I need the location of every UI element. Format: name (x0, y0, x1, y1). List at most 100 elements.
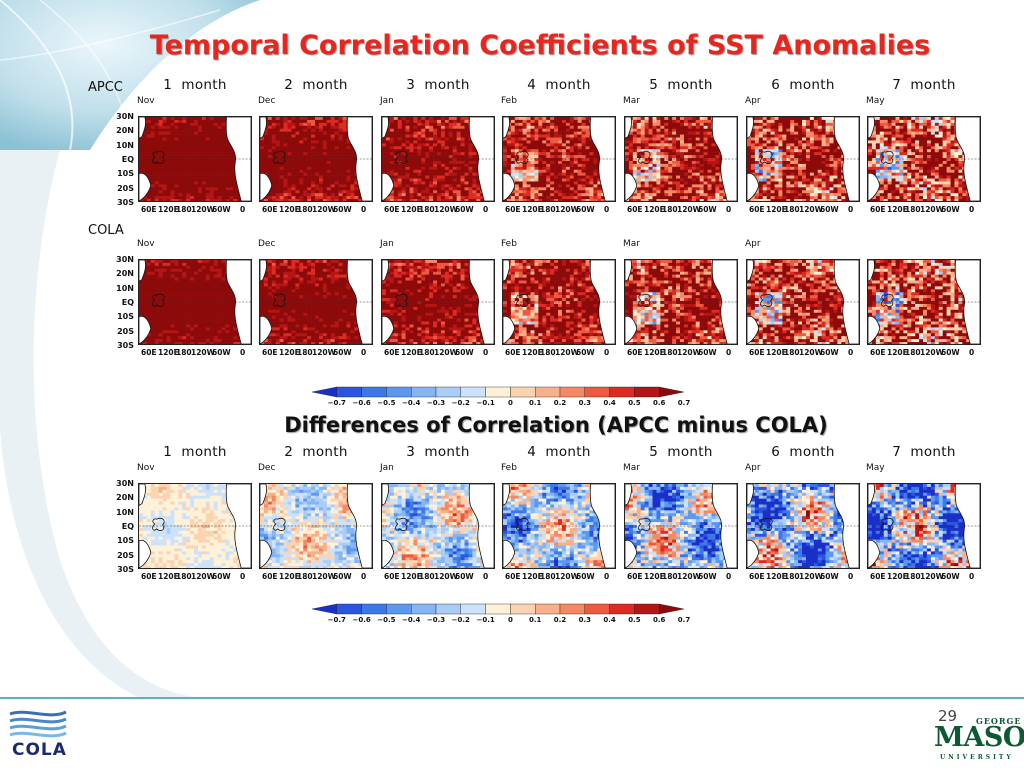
maritime-continent-outline (881, 517, 894, 531)
colorbar-tick-label: −0.2 (451, 399, 470, 407)
americas-landmass (954, 484, 980, 568)
panel-month-label: Feb (501, 239, 517, 249)
footer-divider (0, 697, 1024, 699)
americas-landmass (346, 484, 372, 568)
longitude-tick-label: 0 (604, 348, 610, 357)
longitude-tick-label: 60W (576, 348, 595, 357)
colorbar-difference: −0.7 −0.6 −0.5 −0.4 −0.3 −0.2 −0.1 0 0.1 0.2 0.3 0.… (304, 602, 692, 634)
longitude-tick-label: 180 (784, 348, 800, 357)
colorbar-tick-label: 0.2 (553, 616, 567, 624)
longitude-tick-label: 0 (361, 205, 367, 214)
maritime-continent-outline (638, 150, 651, 164)
longitude-tick-label: 60E (870, 348, 886, 357)
cola-logo-text: COLA (12, 740, 67, 760)
colorbar-tick-label: 0 (507, 616, 513, 624)
maritime-continent-outline (760, 150, 773, 164)
maritime-continent-outline (881, 293, 894, 307)
colorbar-swatch (435, 603, 461, 615)
maritime-continent-outline (516, 517, 529, 531)
longitude-tick-label: 180 (297, 348, 313, 357)
panel-month-label: May (866, 96, 885, 106)
correlation-map-heatmap (260, 260, 372, 344)
colorbar-swatch (410, 386, 437, 398)
colorbar-tick-label: −0.7 (327, 399, 346, 407)
longitude-tick-label: 60W (212, 572, 231, 581)
correlation-map-heatmap (747, 484, 859, 568)
colorbar-tick-label: 0.1 (528, 399, 542, 407)
correlation-map-panel-apcc-6 (746, 116, 860, 202)
correlation-map-heatmap (139, 260, 251, 344)
longitude-tick-label: 120E (887, 348, 908, 357)
latitude-tick-label: 20N (116, 126, 134, 136)
colorbar-tick-label: −0.1 (476, 399, 495, 407)
latitude-tick-label: 10N (116, 507, 134, 517)
correlation-map-heatmap (747, 117, 859, 201)
longitude-tick-label: 60W (941, 348, 960, 357)
correlation-map-heatmap (503, 260, 615, 344)
correlation-map-panel-apcc-3 (381, 116, 495, 202)
panel-month-label: Feb (501, 96, 517, 106)
longitude-tick-label: 120W (677, 572, 701, 581)
longitude-tick-label: 180 (419, 205, 435, 214)
longitude-tick-label: 120E (766, 572, 787, 581)
panel-month-label: Apr (745, 239, 761, 249)
latitude-tick-label: 30S (117, 198, 134, 207)
longitude-tick-label: 0 (361, 572, 367, 581)
colorbar-swatches-difference (311, 603, 685, 615)
longitude-tick-label: 60W (820, 348, 839, 357)
lead-month-header: 2 month (284, 77, 348, 93)
lead-month-header: 5 month (649, 77, 713, 93)
colorbar-tick-label: −0.3 (426, 399, 446, 407)
colorbar-swatch (435, 386, 461, 398)
asia-australia-landmass (625, 484, 638, 568)
colorbar-swatch (609, 386, 635, 398)
cola-logo (9, 710, 67, 738)
longitude-tick-label: 60W (941, 572, 960, 581)
correlation-map-panel-apcc-2 (259, 116, 373, 202)
longitude-tick-label: 180 (540, 348, 556, 357)
correlation-map-heatmap (625, 117, 737, 201)
longitude-tick-label: 120W (434, 205, 458, 214)
panel-month-label: Nov (137, 96, 155, 106)
colorbar-swatch (510, 603, 536, 615)
correlation-map-heatmap (503, 484, 615, 568)
asia-australia-landmass (868, 117, 881, 201)
longitude-tick-label: 60E (505, 572, 521, 581)
panel-month-label: Dec (258, 239, 276, 249)
colorbar-swatch (460, 386, 486, 398)
longitude-tick-label: 0 (726, 348, 732, 357)
longitude-tick-label: 60E (384, 572, 400, 581)
colorbar-swatch (336, 603, 362, 615)
longitude-tick-label: 60E (627, 205, 643, 214)
americas-landmass (346, 117, 372, 201)
colorbar-tick-label: −0.4 (402, 616, 421, 624)
longitude-tick-label: 120E (766, 348, 787, 357)
colorbar-tick-label: −0.1 (476, 616, 495, 624)
latitude-tick-label: 30N (116, 255, 134, 264)
asia-australia-landmass (139, 484, 152, 568)
panel-month-label: Dec (258, 463, 276, 473)
longitude-tick-label: 120E (644, 348, 665, 357)
longitude-tick-label: 120E (158, 205, 179, 214)
colorbar-tick-label: 0 (507, 399, 513, 407)
asia-australia-landmass (625, 260, 638, 344)
americas-landmass (711, 260, 737, 344)
correlation-map-heatmap (382, 117, 494, 201)
correlation-map-panel-cola-3 (381, 259, 495, 345)
longitude-tick-label: 120E (401, 572, 422, 581)
george-mason-university-logo: GEORGE MASON UNIVERSITY (932, 712, 1024, 766)
longitude-tick-label: 120W (555, 348, 579, 357)
lead-month-header: 4 month (527, 444, 591, 460)
maritime-continent-outline (273, 150, 286, 164)
asia-australia-landmass (382, 117, 395, 201)
colorbar-swatch (386, 386, 412, 398)
correlation-map-panel-cola-6 (746, 259, 860, 345)
maritime-continent-outline (395, 517, 408, 531)
longitude-tick-label: 60W (820, 205, 839, 214)
colorbar-tick-label: −0.3 (426, 616, 446, 624)
longitude-tick-label: 120E (522, 572, 543, 581)
longitude-tick-label: 180 (176, 348, 192, 357)
americas-landmass (225, 117, 251, 201)
longitude-tick-label: 120W (799, 205, 823, 214)
longitude-tick-label: 0 (604, 205, 610, 214)
